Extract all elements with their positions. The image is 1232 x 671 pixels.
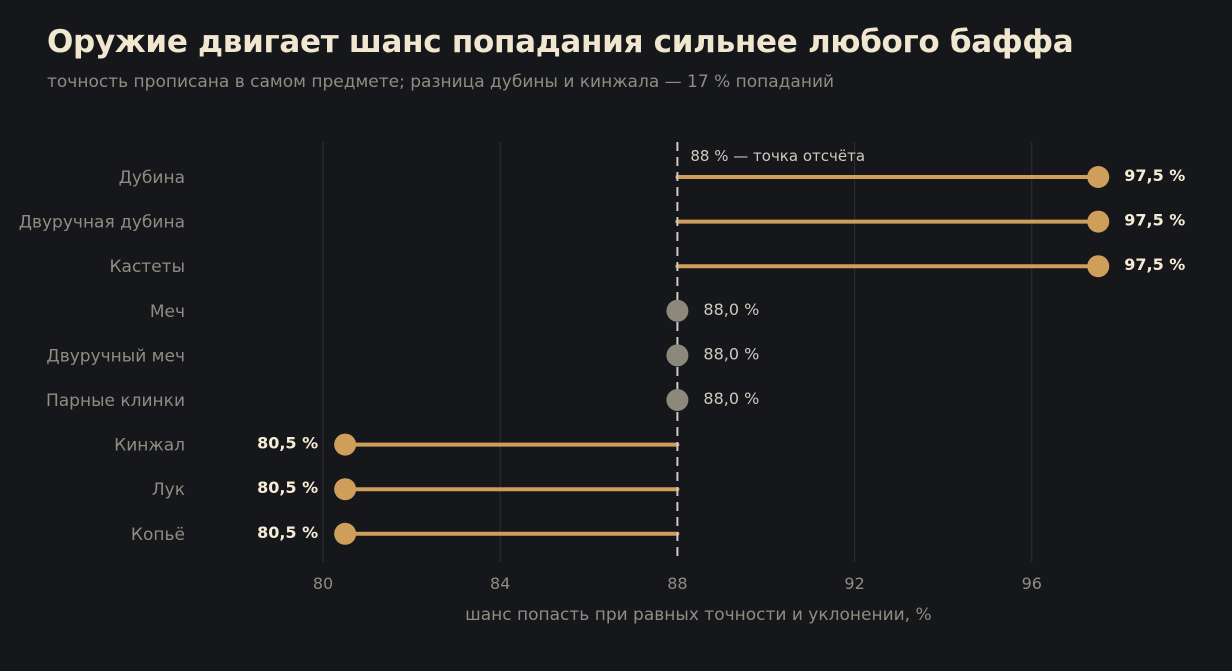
x-tick-label: 92	[844, 574, 864, 593]
category-label: Дубина	[119, 168, 185, 188]
x-tick-label: 84	[490, 574, 510, 593]
category-label: Двуручная дубина	[19, 213, 185, 233]
category-label: Парные клинки	[46, 391, 185, 411]
category-label: Копьё	[131, 525, 185, 545]
value-label: 80,5 %	[257, 434, 318, 453]
baseline-label: 88 % — точка отсчёта	[690, 147, 865, 165]
value-label: 97,5 %	[1124, 255, 1185, 274]
category-label: Лук	[152, 480, 185, 500]
chart-title: Оружие двигает шанс попадания сильнее лю…	[47, 24, 1074, 60]
lollipop-dot	[1087, 210, 1110, 233]
category-label: Меч	[150, 302, 185, 322]
lollipop-dot	[1087, 255, 1110, 278]
lollipop-dot	[666, 344, 689, 367]
value-label: 88,0 %	[703, 389, 759, 408]
lollipop-dot	[1087, 166, 1110, 188]
x-tick-label: 96	[1022, 574, 1042, 593]
x-tick-label: 80	[313, 574, 333, 593]
category-label: Двуручный меч	[46, 346, 185, 366]
category-label: Кастеты	[109, 257, 185, 277]
category-label: Кинжал	[114, 436, 185, 456]
dot-layer	[334, 166, 1110, 545]
x-axis-title: шанс попасть при равных точности и уклон…	[465, 605, 932, 625]
grid-layer	[322, 142, 1033, 562]
chart-subtitle: точность прописана в самом предмете; раз…	[47, 72, 835, 92]
lollipop-dot	[334, 522, 357, 545]
lollipop-dot	[666, 389, 689, 411]
value-label: 97,5 %	[1124, 166, 1185, 185]
value-label: 88,0 %	[703, 344, 759, 363]
value-label: 80,5 %	[257, 523, 318, 542]
label-layer: 80 84 88 92 96 шанс попасть при равных точнос…	[19, 147, 1186, 625]
value-label: 80,5 %	[257, 478, 318, 497]
x-tick-label: 88	[667, 574, 687, 593]
lollipop-dot	[334, 478, 357, 501]
lollipop-dot	[666, 299, 689, 322]
value-label: 88,0 %	[703, 300, 759, 319]
value-label: 97,5 %	[1124, 211, 1185, 230]
lollipop-dot	[334, 433, 357, 456]
stem-layer	[343, 175, 1101, 536]
